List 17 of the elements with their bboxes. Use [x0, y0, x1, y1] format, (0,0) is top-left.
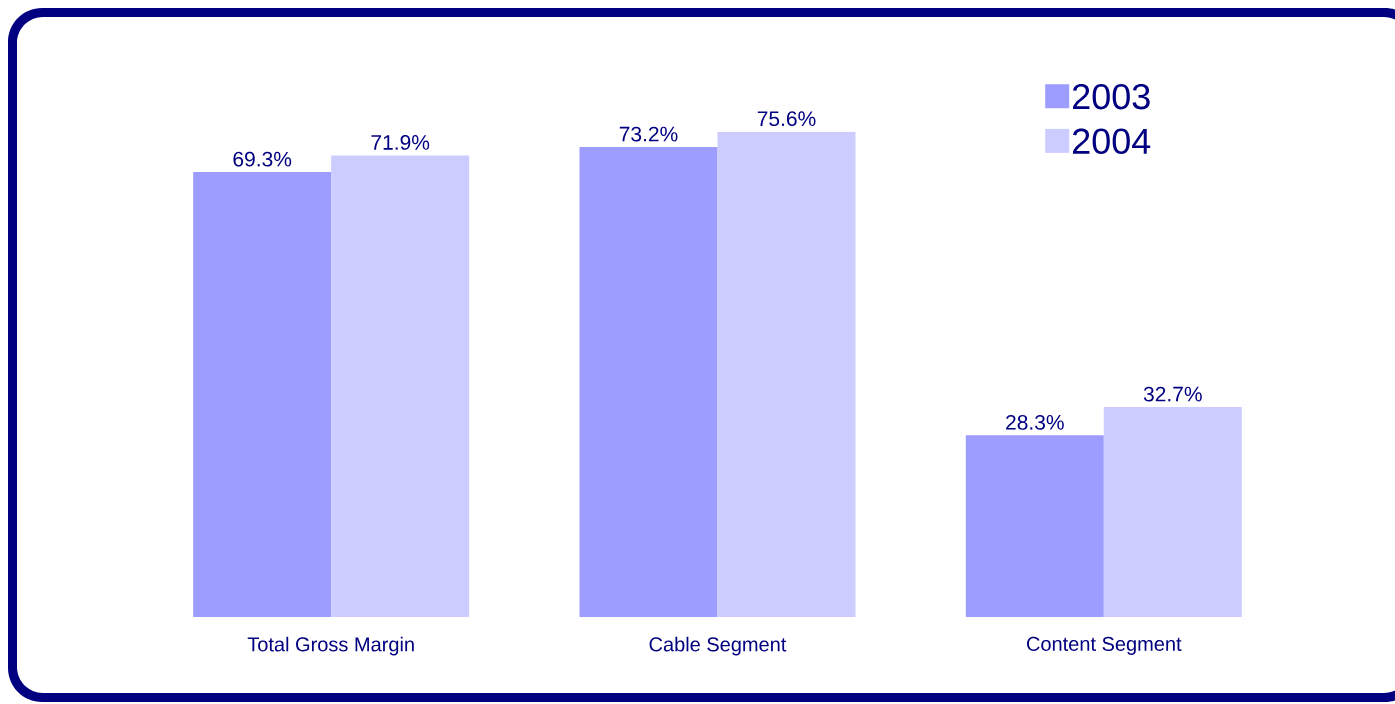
bar — [579, 147, 718, 617]
bar — [965, 435, 1104, 617]
data-label: 71.9% — [371, 134, 430, 150]
data-label: 28.3% — [1006, 414, 1064, 430]
data-label: 75.6% — [757, 111, 816, 127]
legend-label: 2003 — [1073, 83, 1150, 110]
data-label: 32.7% — [1143, 386, 1202, 402]
legend-label: 2004 — [1073, 128, 1151, 155]
x-tick-label: Cable Segment — [649, 636, 787, 656]
bar — [193, 172, 332, 617]
x-tick-label: Content Segment — [1027, 636, 1182, 655]
bar — [331, 155, 470, 617]
data-label: 69.3% — [233, 151, 292, 167]
data-label: 73.2% — [619, 126, 678, 142]
bar — [717, 131, 856, 617]
bar — [1103, 407, 1242, 617]
x-tick-label: Total Gross Margin — [247, 636, 414, 656]
